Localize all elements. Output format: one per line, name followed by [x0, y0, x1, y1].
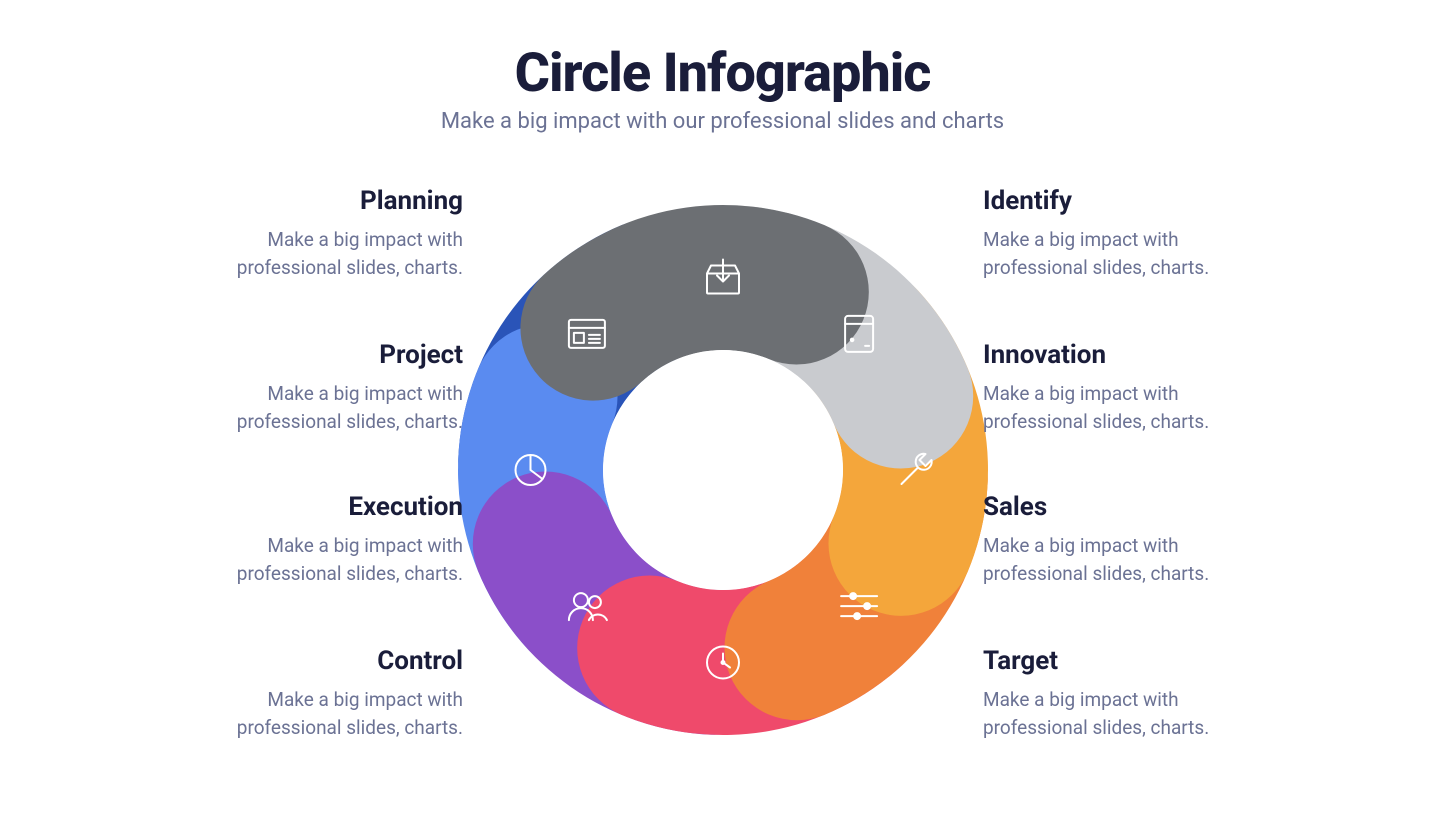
sliders-icon	[841, 593, 877, 619]
infographic-stage: Planning Make a big impact with professi…	[0, 170, 1445, 790]
label-planning: Planning Make a big impact with professi…	[163, 186, 463, 281]
label-project-title: Project	[163, 340, 463, 370]
label-execution-title: Execution	[163, 492, 463, 522]
circle-donut	[443, 190, 1003, 750]
label-project: Project Make a big impact with professio…	[163, 340, 463, 435]
label-sales-body: Make a big impact with professional slid…	[983, 532, 1283, 587]
label-project-body: Make a big impact with professional slid…	[163, 380, 463, 435]
label-innovation: Innovation Make a big impact with profes…	[983, 340, 1283, 435]
label-execution-body: Make a big impact with professional slid…	[163, 532, 463, 587]
label-control-body: Make a big impact with professional slid…	[163, 686, 463, 741]
label-innovation-title: Innovation	[983, 340, 1283, 370]
label-control-title: Control	[163, 646, 463, 676]
label-innovation-body: Make a big impact with professional slid…	[983, 380, 1283, 435]
label-sales-title: Sales	[983, 492, 1283, 522]
header: Circle Infographic Make a big impact wit…	[0, 0, 1445, 134]
label-sales: Sales Make a big impact with professiona…	[983, 492, 1283, 587]
page-title: Circle Infographic	[0, 42, 1445, 105]
label-identify-title: Identify	[983, 186, 1283, 216]
label-control: Control Make a big impact with professio…	[163, 646, 463, 741]
label-planning-title: Planning	[163, 186, 463, 216]
label-target-body: Make a big impact with professional slid…	[983, 686, 1283, 741]
donut-hole	[603, 350, 843, 590]
label-target-title: Target	[983, 646, 1283, 676]
label-planning-body: Make a big impact with professional slid…	[163, 226, 463, 281]
page-subtitle: Make a big impact with our professional …	[0, 109, 1445, 134]
label-identify-body: Make a big impact with professional slid…	[983, 226, 1283, 281]
label-target: Target Make a big impact with profession…	[983, 646, 1283, 741]
label-identify: Identify Make a big impact with professi…	[983, 186, 1283, 281]
label-execution: Execution Make a big impact with profess…	[163, 492, 463, 587]
